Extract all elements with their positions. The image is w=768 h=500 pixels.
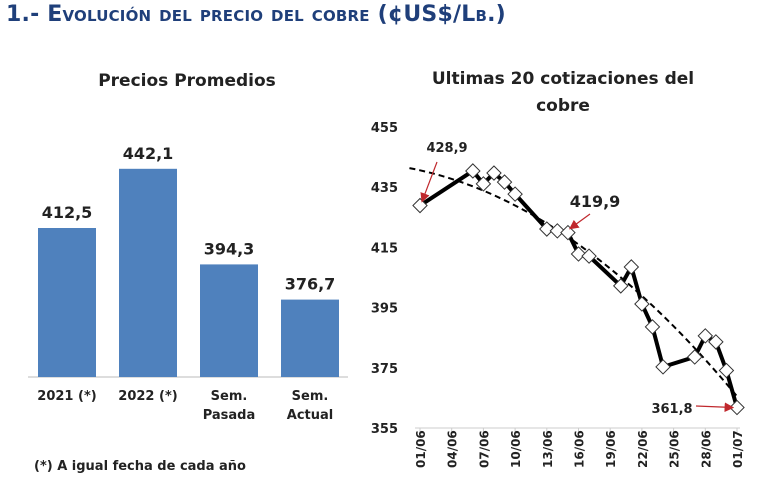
footnote: (*) A igual fecha de cada año — [34, 459, 246, 474]
bar-0 — [38, 228, 96, 377]
data-point-06/06 — [465, 163, 481, 179]
data-point-24/06 — [655, 359, 671, 375]
bar-data-label: 376,7 — [285, 275, 336, 294]
data-point-21/06 — [623, 259, 640, 275]
annotation-arrow — [695, 402, 735, 412]
annotation-label: 419,9 — [570, 192, 621, 211]
x-tick-label: 22/06 — [636, 430, 650, 468]
x-tick-label: 28/06 — [699, 430, 713, 468]
data-point-17/06 — [581, 248, 597, 264]
data-point-15/06 — [560, 224, 576, 241]
bar-category-label: 2022 (*) — [118, 389, 177, 404]
bar-3 — [281, 299, 339, 377]
y-tick-label: 355 — [371, 422, 398, 437]
bar-category-label: Actual — [287, 408, 333, 423]
data-point-10/06 — [507, 186, 523, 202]
data-point-22/06 — [634, 296, 650, 312]
line-chart-title: Ultimas 20 cotizaciones del — [432, 69, 694, 89]
x-tick-label: 10/06 — [509, 430, 523, 468]
page-title: 1.- Evolución del precio del cobre (¢US$… — [6, 2, 506, 27]
x-tick-label: 01/06 — [414, 430, 428, 468]
y-tick-label: 455 — [371, 121, 398, 136]
data-point-09/06 — [496, 174, 513, 190]
data-point-29/06 — [708, 334, 724, 350]
y-tick-label: 435 — [371, 181, 398, 196]
y-tick-label: 375 — [371, 362, 398, 377]
x-tick-label: 19/06 — [604, 430, 618, 468]
bar-2 — [200, 264, 258, 377]
data-point-08/06 — [486, 165, 502, 181]
x-tick-label: 07/06 — [477, 430, 491, 468]
bar-chart-title: Precios Promedios — [98, 71, 276, 91]
annotation-arrow — [568, 213, 591, 230]
bar-data-label: 442,1 — [123, 144, 174, 163]
bar-category-label: Sem. — [292, 389, 329, 404]
x-tick-label: 16/06 — [573, 430, 587, 468]
x-tick-label: 04/06 — [446, 430, 460, 468]
data-point-27/06 — [686, 349, 703, 365]
y-tick-label: 415 — [371, 241, 398, 256]
annotation-arrow — [420, 161, 438, 203]
bar-data-label: 412,5 — [42, 203, 93, 222]
data-point-28/06 — [697, 328, 714, 344]
x-tick-label: 01/07 — [731, 430, 745, 468]
data-point-13/06 — [539, 221, 555, 237]
bar-category-label: Sem. — [211, 389, 248, 404]
data-point-07/06 — [475, 176, 492, 192]
annotation-label: 428,9 — [426, 141, 467, 156]
annotation-label: 361,8 — [651, 402, 692, 417]
x-tick-label: 25/06 — [668, 430, 682, 468]
bar-category-label: Pasada — [203, 408, 256, 423]
data-point-30/06 — [718, 362, 735, 379]
y-tick-label: 395 — [371, 302, 398, 317]
data-point-16/06 — [570, 246, 587, 262]
x-tick-label: 13/06 — [541, 430, 555, 468]
line-chart-title: cobre — [536, 96, 590, 116]
bar-data-label: 394,3 — [204, 239, 255, 258]
data-point-14/06 — [549, 223, 566, 239]
data-point-20/06 — [612, 278, 629, 294]
bar-1 — [119, 168, 177, 377]
data-point-23/06 — [644, 319, 661, 335]
bar-category-label: 2021 (*) — [37, 389, 96, 404]
